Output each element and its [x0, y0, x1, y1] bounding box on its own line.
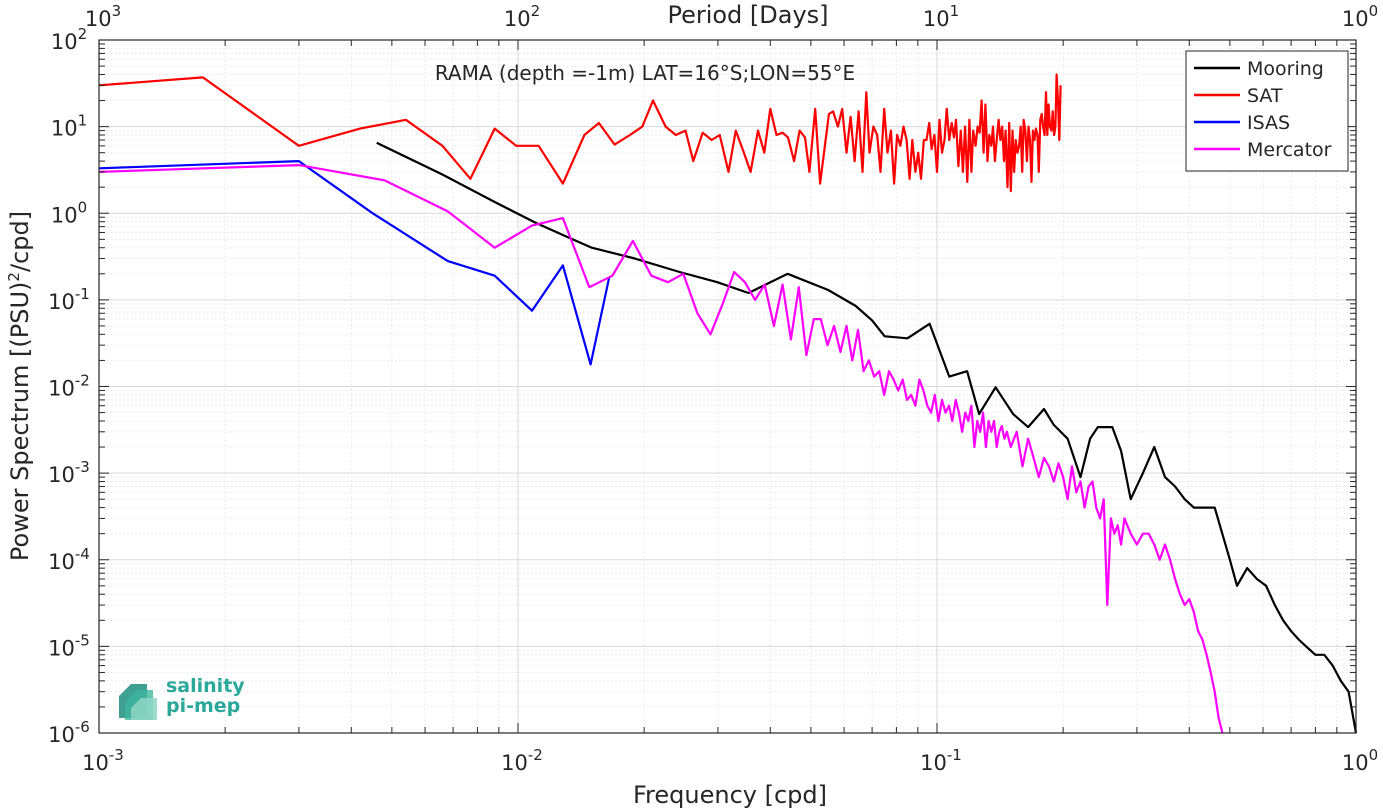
chart-title: RAMA (depth =-1m) LAT=16°S;LON=55°E: [435, 61, 855, 85]
y-tick-label-exponent: -4: [75, 545, 90, 563]
y-tick-label: 10-2: [48, 372, 90, 401]
x-tick-label-base: 10: [920, 751, 947, 775]
x-tick-label-exponent: -3: [109, 746, 124, 764]
y-tick-label-exponent: 0: [78, 198, 88, 216]
top-tick-label-base: 10: [504, 7, 531, 31]
legend-box: [1185, 50, 1349, 172]
y-tick-label-exponent: -5: [75, 631, 90, 649]
y-tick-label: 10-3: [48, 458, 90, 487]
y-tick-label: 101: [51, 112, 87, 141]
y-tick-label-exponent: -2: [75, 372, 90, 390]
logo-line-2: pi-mep: [166, 695, 240, 717]
legend-label-sat: SAT: [1247, 85, 1283, 107]
y-tick-label-base: 10: [51, 203, 78, 227]
top-tick-label: 101: [923, 2, 959, 31]
x-tick-label-base: 10: [501, 751, 528, 775]
legend-label-isas: ISAS: [1247, 112, 1290, 134]
top-tick-label-base: 10: [85, 7, 112, 31]
y-tick-label-base: 10: [48, 636, 75, 660]
y-tick-label: 10-5: [48, 631, 90, 660]
y-tick-label: 10-4: [48, 545, 90, 574]
legend: Mooring SAT ISAS Mercator: [1185, 50, 1349, 172]
y-tick-label-exponent: 2: [78, 25, 88, 43]
ticks: [98, 40, 1356, 734]
logo-line-1: salinity: [166, 675, 245, 697]
top-tick-label-exponent: 2: [531, 2, 541, 20]
y-tick-label-base: 10: [48, 463, 75, 487]
x-tick-label: 10-2: [501, 746, 543, 775]
series-group: [98, 73, 1358, 734]
top-axis-title: Period [Days]: [667, 1, 828, 29]
series-line-isas: [98, 160, 611, 366]
salinity-pi-mep-logo: salinity pi-mep: [119, 675, 245, 720]
y-tick-label-exponent: -3: [75, 458, 90, 476]
y-axis-title-sup: 2: [5, 272, 23, 282]
grid: [99, 40, 1356, 733]
legend-label-mooring: Mooring: [1247, 58, 1324, 80]
y-tick-label-base: 10: [51, 117, 78, 141]
top-tick-label-base: 10: [1342, 7, 1369, 31]
top-tick-label: 102: [504, 2, 540, 31]
series-line-sat: [98, 73, 1062, 193]
y-axis-title-main: Power Spectrum [(PSU): [6, 282, 34, 561]
y-axis-title-tail: /cpd]: [6, 211, 34, 272]
logo-wave-3: [131, 698, 157, 720]
series-line-mercator: [98, 164, 1224, 734]
x-tick-label-exponent: 0: [1369, 746, 1379, 764]
y-tick-label-base: 10: [48, 550, 75, 574]
top-tick-label-exponent: 1: [950, 2, 960, 20]
top-tick-label: 103: [85, 2, 121, 31]
y-tick-label-base: 10: [48, 723, 75, 747]
y-axis-title: Power Spectrum [(PSU)2/cpd]: [5, 211, 34, 561]
y-tick-label: 100: [51, 198, 87, 227]
top-tick-label-exponent: 3: [112, 2, 122, 20]
series-line-mooring: [376, 141, 1358, 734]
y-tick-label-exponent: -1: [75, 285, 90, 303]
y-tick-label: 102: [51, 25, 87, 54]
x-tick-label-base: 10: [1342, 751, 1369, 775]
x-tick-label: 10-3: [82, 746, 124, 775]
y-tick-label-exponent: 1: [78, 112, 88, 130]
x-tick-label-exponent: -2: [528, 746, 543, 764]
x-tick-label-base: 10: [82, 751, 109, 775]
y-tick-label-base: 10: [48, 377, 75, 401]
y-tick-label: 10-1: [48, 285, 90, 314]
top-tick-label: 100: [1342, 2, 1378, 31]
y-tick-label-exponent: -6: [75, 718, 90, 736]
x-axis-title: Frequency [cpd]: [633, 781, 827, 809]
y-tick-label-base: 10: [51, 30, 78, 54]
y-tick-label-base: 10: [48, 290, 75, 314]
x-tick-label: 100: [1342, 746, 1378, 775]
top-tick-label-exponent: 0: [1369, 2, 1379, 20]
legend-label-mercator: Mercator: [1247, 139, 1332, 161]
x-tick-label-exponent: -1: [947, 746, 962, 764]
x-tick-label: 10-1: [920, 746, 962, 775]
top-tick-label-base: 10: [923, 7, 950, 31]
y-tick-label: 10-6: [48, 718, 90, 747]
